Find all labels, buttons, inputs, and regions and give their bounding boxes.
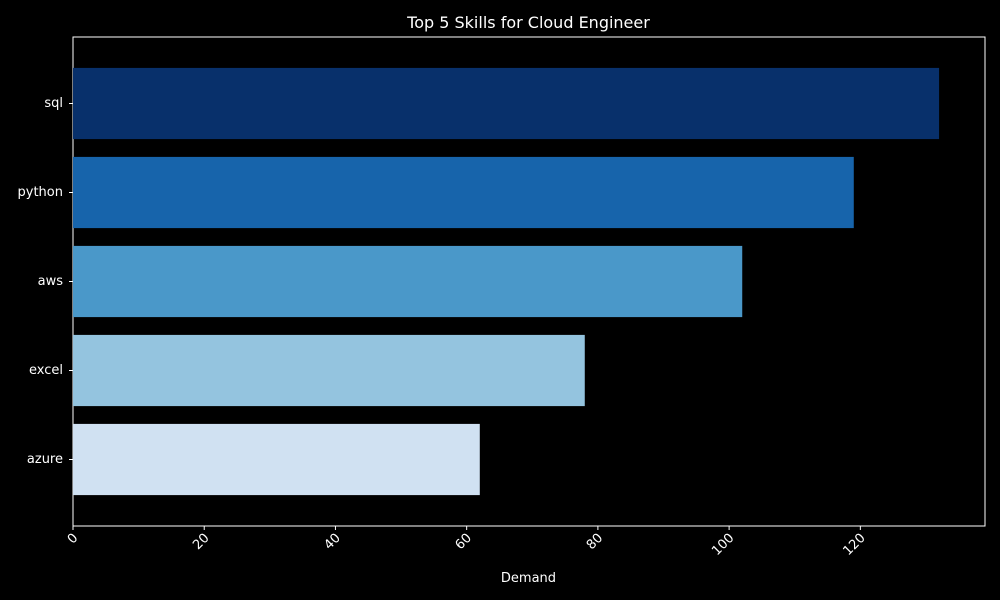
bar-python — [73, 156, 854, 229]
bars-group — [73, 67, 940, 496]
chart-title: Top 5 Skills for Cloud Engineer — [406, 13, 650, 32]
bar-sql — [73, 67, 940, 140]
bar-azure — [73, 423, 480, 496]
y-tick-label: azure — [27, 452, 63, 467]
y-tick-label: python — [18, 185, 63, 200]
y-tick-label: aws — [38, 274, 64, 289]
y-axis-ticks: sql python aws excel azure — [18, 96, 73, 467]
y-tick-label: sql — [44, 96, 63, 111]
bar-excel — [73, 334, 585, 407]
y-tick-label: excel — [29, 363, 63, 378]
x-axis-label: Demand — [501, 571, 556, 586]
bar-aws — [73, 245, 743, 318]
